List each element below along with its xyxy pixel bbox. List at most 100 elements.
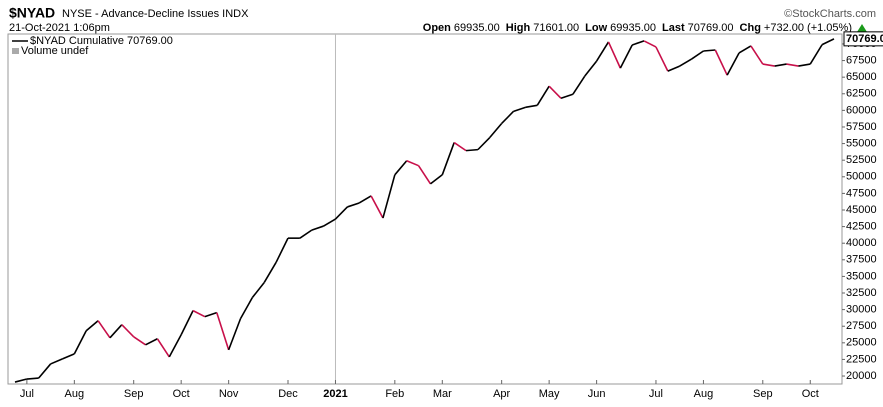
line-segment bbox=[180, 310, 194, 336]
line-segment bbox=[619, 44, 633, 69]
y-tick-label: 47500 bbox=[846, 187, 877, 199]
y-tick-label: 65000 bbox=[846, 71, 877, 83]
legend-entry: $NYAD Cumulative 70769.00 bbox=[30, 35, 173, 47]
line-segment bbox=[809, 44, 823, 65]
plot-frame bbox=[7, 33, 843, 385]
y-tick-label: 45000 bbox=[846, 204, 877, 216]
line-segment bbox=[50, 358, 63, 365]
line-segment bbox=[133, 336, 147, 346]
line-segment bbox=[275, 237, 289, 263]
line-segment bbox=[417, 165, 432, 185]
line-segment bbox=[703, 49, 716, 52]
line-segment bbox=[168, 334, 182, 358]
line-segment bbox=[607, 41, 622, 69]
quote-value: 71601.00 bbox=[533, 22, 579, 34]
line-segment bbox=[239, 297, 254, 320]
line-segment bbox=[216, 312, 230, 351]
line-segment bbox=[62, 353, 75, 360]
line-segment bbox=[263, 261, 277, 283]
y-tick-label: 55000 bbox=[846, 137, 877, 149]
quote-value: +732.00 (+1.05%) bbox=[764, 22, 852, 34]
quote-label: Open bbox=[423, 22, 451, 34]
line-segment bbox=[548, 85, 562, 99]
line-segment bbox=[453, 141, 467, 152]
line-segment bbox=[347, 202, 360, 208]
line-segment bbox=[465, 148, 478, 152]
last-value-label: 70769.0 bbox=[846, 33, 883, 45]
chart-title: NYSE - Advance-Decline Issues INDX bbox=[62, 8, 249, 20]
line-segment bbox=[786, 63, 799, 67]
y-tick-label: 42500 bbox=[846, 221, 877, 233]
x-tick-label: Feb bbox=[385, 388, 404, 400]
x-tick-label: 2021 bbox=[323, 388, 347, 400]
up-arrow bbox=[857, 24, 867, 32]
quote-value: 69935.00 bbox=[610, 22, 656, 34]
line-segment bbox=[631, 40, 645, 46]
line-segment bbox=[726, 52, 740, 76]
line-segment bbox=[643, 40, 657, 48]
credit: ©StockCharts.com bbox=[784, 8, 876, 20]
y-tick-label: 27500 bbox=[846, 320, 877, 332]
y-tick-label: 35000 bbox=[846, 270, 877, 282]
line-segment bbox=[358, 195, 372, 204]
line-segment bbox=[429, 174, 443, 185]
line-segment bbox=[370, 195, 384, 219]
line-segment bbox=[406, 159, 419, 167]
y-tick-label: 25000 bbox=[846, 337, 877, 349]
last-value-box bbox=[843, 31, 883, 47]
legend-entry: Volume undef bbox=[21, 45, 89, 57]
line-segment bbox=[251, 281, 265, 299]
x-tick-label: Nov bbox=[219, 388, 239, 400]
x-tick-label: May bbox=[539, 388, 560, 400]
line-segment bbox=[821, 38, 835, 46]
quote-value: 69935.00 bbox=[454, 22, 500, 34]
y-tick-label: 40000 bbox=[846, 237, 877, 249]
line-segment bbox=[560, 93, 574, 100]
line-segment bbox=[762, 63, 775, 67]
symbol: $NYAD bbox=[9, 5, 55, 21]
x-tick-label: Aug bbox=[65, 388, 85, 400]
line-segment bbox=[204, 311, 218, 318]
line-segment bbox=[572, 75, 586, 95]
line-segment bbox=[667, 65, 681, 72]
line-segment bbox=[382, 174, 396, 219]
line-segment bbox=[299, 229, 313, 239]
line-segment bbox=[145, 338, 158, 346]
line-segment bbox=[109, 324, 123, 339]
y-tick-label: 52500 bbox=[846, 154, 877, 166]
y-tick-label: 67500 bbox=[846, 54, 877, 66]
quote-text: Open 69935.00 High 71601.00 Low 69935.00 Last 7… bbox=[423, 22, 852, 34]
x-tick-label: Dec bbox=[278, 388, 298, 400]
line-segment bbox=[536, 85, 550, 106]
line-segment bbox=[655, 46, 669, 72]
line-segment bbox=[334, 206, 348, 220]
x-tick-label: Jul bbox=[20, 388, 34, 400]
quote-label: Chg bbox=[740, 22, 761, 34]
line-segment bbox=[38, 363, 52, 379]
legend-swatch bbox=[12, 48, 19, 54]
x-tick-label: Jul bbox=[649, 388, 663, 400]
x-tick-label: Jun bbox=[588, 388, 606, 400]
line-segment bbox=[774, 63, 787, 67]
line-segment bbox=[14, 378, 28, 383]
line-segment bbox=[73, 330, 87, 355]
x-tick-label: Sep bbox=[124, 388, 144, 400]
line-segment bbox=[97, 320, 111, 339]
x-tick-label: Mar bbox=[433, 388, 452, 400]
timestamp: 21-Oct-2021 1:06pm bbox=[9, 22, 110, 34]
y-tick-label: 32500 bbox=[846, 287, 877, 299]
line-segment bbox=[513, 106, 526, 113]
line-segment bbox=[311, 225, 324, 231]
line-segment bbox=[85, 320, 99, 332]
quote-label: Last bbox=[662, 22, 685, 34]
x-tick-label: Sep bbox=[753, 388, 773, 400]
line-segment bbox=[477, 136, 491, 151]
line-segment bbox=[798, 63, 811, 67]
line-segment bbox=[323, 218, 336, 227]
line-segment bbox=[441, 142, 455, 176]
y-tick-label: 62500 bbox=[846, 88, 877, 100]
line-segment bbox=[121, 324, 135, 338]
x-tick-label: Oct bbox=[173, 388, 190, 400]
